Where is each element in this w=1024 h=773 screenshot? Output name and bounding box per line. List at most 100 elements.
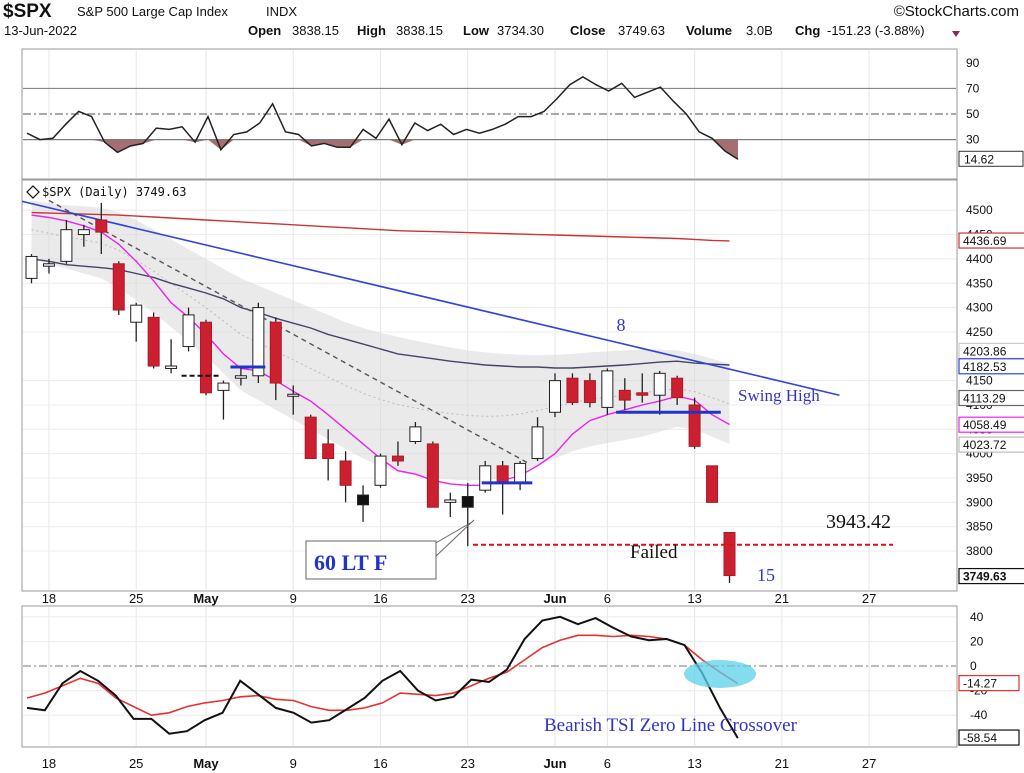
candle-body bbox=[374, 455, 387, 486]
high-value: 3838.15 bbox=[396, 23, 443, 38]
candle bbox=[25, 254, 38, 284]
tsi-value-label: -58.54 bbox=[963, 731, 997, 745]
price-value-box bbox=[958, 416, 1024, 433]
candle bbox=[182, 307, 195, 352]
price-tick-label: 3950 bbox=[966, 471, 993, 485]
tsi-value-label: -14.27 bbox=[963, 677, 997, 691]
tsi-annotations: Bearish TSI Zero Line Crossover bbox=[544, 660, 798, 736]
price-value-box bbox=[958, 567, 1024, 585]
watermark: ©StockCharts.com bbox=[894, 3, 1019, 20]
candle-body bbox=[496, 465, 509, 484]
candle-body bbox=[322, 443, 335, 460]
candle-body bbox=[95, 219, 108, 233]
price-value-label: 4182.53 bbox=[963, 360, 1007, 374]
price-value-label: 4058.49 bbox=[963, 418, 1007, 432]
candle bbox=[269, 317, 282, 401]
x-tick-label: 21 bbox=[775, 756, 789, 771]
candle-body bbox=[42, 263, 55, 267]
candle-body bbox=[426, 443, 439, 508]
rsi-tick-label: 30 bbox=[966, 133, 980, 147]
candle bbox=[409, 422, 422, 444]
x-tick-label: 25 bbox=[129, 591, 143, 606]
price-tick-label: 4250 bbox=[966, 325, 993, 339]
rsi-line bbox=[26, 76, 739, 160]
ma-mid-line bbox=[31, 258, 730, 369]
crossover-highlight bbox=[684, 660, 756, 688]
candle-body bbox=[409, 426, 422, 442]
price-value-box bbox=[958, 389, 1024, 407]
candle bbox=[339, 451, 352, 503]
tsi-crossover-label: Bearish TSI Zero Line Crossover bbox=[544, 715, 798, 736]
ma-long-line bbox=[31, 211, 730, 242]
candle bbox=[217, 380, 230, 420]
candle-body bbox=[653, 372, 666, 396]
candle-body bbox=[706, 465, 719, 503]
x-tick-label: 6 bbox=[604, 591, 611, 606]
candle bbox=[95, 202, 108, 255]
candle bbox=[60, 219, 73, 264]
candle-body bbox=[252, 307, 265, 377]
x-tick-label: 23 bbox=[461, 591, 475, 606]
candle-body bbox=[60, 229, 73, 262]
x-tick-label: 13 bbox=[687, 591, 701, 606]
price-value-label: 4436.69 bbox=[963, 234, 1007, 248]
candle bbox=[566, 373, 579, 405]
failed-label: Failed bbox=[630, 542, 678, 563]
close-value: 3749.63 bbox=[618, 23, 665, 38]
candle bbox=[583, 373, 596, 408]
swing-high-label: Swing High bbox=[738, 386, 820, 405]
candle bbox=[147, 312, 160, 369]
candle bbox=[357, 485, 370, 522]
rsi-layer bbox=[23, 76, 956, 160]
rsi-tick-label: 50 bbox=[966, 107, 980, 121]
tsi-layer bbox=[23, 615, 956, 739]
candle bbox=[165, 339, 178, 374]
candle-body bbox=[601, 370, 614, 408]
x-tick-label: 18 bbox=[42, 756, 56, 771]
level-value-label: 3943.42 bbox=[826, 511, 891, 533]
candle-body bbox=[461, 496, 474, 508]
candle bbox=[77, 224, 90, 247]
count-top-label: 8 bbox=[617, 315, 626, 335]
chart-date: 13-Jun-2022 bbox=[4, 23, 77, 38]
index-name: S&P 500 Large Cap Index bbox=[77, 4, 228, 19]
price-tick-label: 4150 bbox=[966, 374, 993, 388]
price-series-title: $SPX (Daily) 3749.63 bbox=[42, 185, 187, 199]
x-tick-label: 16 bbox=[373, 756, 387, 771]
candle-body bbox=[217, 382, 230, 391]
candle-body bbox=[479, 465, 492, 491]
candle-body bbox=[531, 426, 544, 460]
candle-body bbox=[25, 255, 38, 279]
candle bbox=[636, 373, 649, 403]
price-tick-label: 4300 bbox=[966, 301, 993, 315]
tsi-signal-line bbox=[26, 634, 739, 717]
chart-header: $SPX S&P 500 Large Cap Index INDX ©Stock… bbox=[3, 1, 1019, 38]
candle bbox=[688, 397, 701, 449]
candle-body bbox=[269, 321, 282, 384]
price-tick-label: 4500 bbox=[966, 203, 993, 217]
candle-body bbox=[514, 462, 527, 484]
count-bottom-label: 15 bbox=[757, 565, 775, 585]
candle bbox=[391, 441, 404, 466]
candle bbox=[618, 378, 631, 410]
price-plot-area bbox=[22, 199, 956, 584]
candle-body bbox=[636, 392, 649, 396]
x-tick-label: 18 bbox=[42, 591, 56, 606]
candle-body bbox=[444, 499, 457, 503]
candle bbox=[287, 385, 300, 415]
tsi-value-box bbox=[958, 729, 1020, 746]
candle bbox=[723, 531, 736, 584]
price-value-label: 4113.29 bbox=[963, 392, 1006, 406]
candle bbox=[234, 366, 247, 386]
price-legend: $SPX (Daily) 3749.63 bbox=[26, 185, 187, 199]
candle bbox=[200, 319, 212, 396]
candle-body bbox=[77, 229, 90, 236]
rsi-value-box bbox=[958, 150, 1024, 167]
symbol: $SPX bbox=[3, 1, 52, 22]
volume-value: 3.0B bbox=[746, 23, 773, 38]
upper-trendline bbox=[22, 200, 840, 397]
price-value-label: 4203.86 bbox=[963, 344, 1007, 358]
candle bbox=[653, 370, 666, 415]
candle-body bbox=[287, 393, 300, 397]
candle-body bbox=[723, 531, 736, 577]
